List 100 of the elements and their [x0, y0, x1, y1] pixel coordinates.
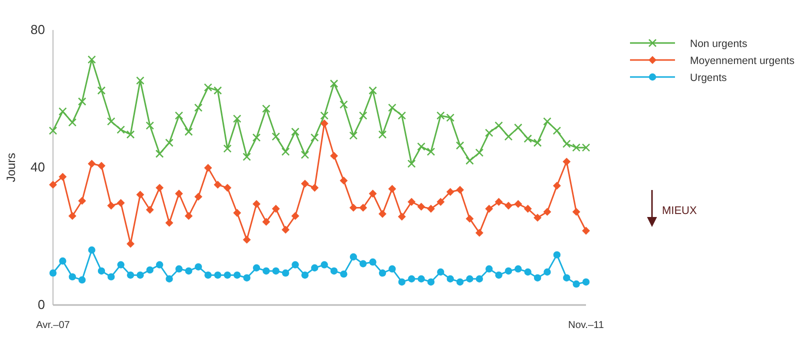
point	[388, 184, 396, 193]
point	[524, 268, 532, 276]
point	[88, 160, 96, 168]
point	[98, 267, 106, 275]
point	[232, 114, 242, 123]
x-tick-label: Nov.–11	[568, 320, 604, 332]
point	[398, 212, 406, 221]
point	[156, 261, 164, 268]
point	[456, 186, 464, 194]
point	[262, 218, 270, 226]
point	[166, 275, 173, 282]
point	[368, 190, 377, 198]
point	[214, 86, 222, 95]
point	[68, 273, 76, 280]
point	[398, 111, 406, 120]
point	[398, 278, 406, 286]
point	[524, 204, 532, 213]
point	[282, 226, 290, 234]
point	[59, 257, 66, 265]
point	[340, 100, 348, 109]
point	[369, 258, 376, 266]
point	[408, 275, 416, 282]
point	[88, 55, 96, 64]
point	[427, 278, 435, 286]
point	[194, 104, 203, 112]
point	[156, 184, 164, 192]
point	[359, 204, 368, 212]
point	[126, 240, 134, 248]
legend-label: Urgents	[690, 72, 727, 84]
y-tick-label: 80	[30, 22, 45, 38]
text: MIEUX	[662, 205, 698, 217]
point	[78, 276, 86, 284]
point	[340, 176, 348, 185]
y-axis-title: Jours	[4, 152, 18, 182]
point	[563, 274, 570, 282]
point	[426, 204, 435, 213]
point	[543, 117, 552, 126]
point	[475, 228, 484, 237]
point	[48, 126, 58, 135]
point	[282, 269, 290, 277]
point	[136, 76, 144, 85]
point	[78, 196, 86, 205]
point	[106, 117, 116, 126]
point	[320, 111, 328, 120]
point	[543, 208, 552, 216]
point	[514, 123, 522, 132]
point	[165, 138, 174, 147]
point	[446, 188, 454, 196]
x-tick-label: Avr.–07	[36, 320, 70, 332]
point	[388, 104, 396, 112]
point	[350, 253, 358, 260]
point	[174, 111, 184, 120]
point	[252, 264, 260, 272]
point	[97, 162, 106, 170]
point	[310, 133, 319, 142]
point	[562, 158, 571, 166]
point	[388, 265, 396, 273]
point	[68, 212, 76, 220]
point	[292, 261, 299, 268]
point	[311, 264, 318, 272]
point	[49, 180, 57, 189]
legend-label: Non urgents	[690, 38, 748, 50]
point	[456, 278, 464, 286]
point	[572, 280, 580, 288]
point	[504, 132, 513, 141]
point	[272, 267, 280, 275]
point	[281, 148, 290, 156]
point	[175, 265, 183, 273]
point	[368, 86, 377, 95]
point	[214, 180, 222, 189]
point	[194, 263, 202, 270]
point	[349, 204, 358, 212]
point	[185, 267, 192, 275]
point	[252, 200, 260, 208]
point	[426, 148, 436, 156]
point	[184, 128, 193, 136]
point	[378, 210, 386, 218]
point	[301, 271, 309, 279]
point	[272, 132, 280, 141]
point	[378, 130, 387, 139]
point	[204, 83, 212, 92]
point	[485, 265, 493, 273]
point	[233, 208, 242, 217]
point	[378, 269, 386, 277]
point	[534, 214, 542, 222]
point	[116, 126, 125, 134]
point	[514, 265, 522, 273]
point	[116, 198, 125, 207]
legend-label: Moyennement urgents	[690, 55, 794, 67]
point	[243, 274, 250, 282]
point	[504, 267, 512, 275]
point	[242, 236, 251, 244]
point	[68, 118, 77, 127]
point	[582, 226, 590, 235]
point	[417, 202, 426, 211]
point	[126, 271, 134, 279]
point	[155, 150, 164, 158]
point	[408, 198, 416, 206]
point	[534, 274, 542, 282]
point	[300, 150, 310, 159]
